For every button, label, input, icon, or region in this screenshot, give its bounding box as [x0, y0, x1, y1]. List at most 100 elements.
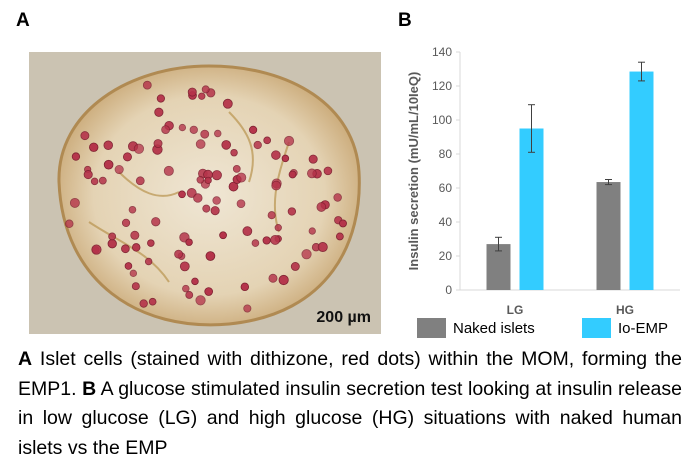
red-cell-dot [201, 85, 210, 94]
red-cell-dot [205, 251, 216, 261]
red-cell-dot [103, 159, 114, 170]
red-cell-dot [308, 227, 316, 235]
y-tick-label: 20 [439, 249, 453, 263]
red-cell-dot [139, 299, 148, 308]
red-cell-dot [90, 177, 99, 186]
red-cell-dot [317, 242, 328, 253]
red-cell-dot [196, 175, 205, 184]
red-cell-dot [242, 226, 253, 237]
red-cell-dot [204, 176, 212, 184]
y-tick-label: 120 [432, 79, 452, 93]
red-cell-dot [195, 139, 206, 149]
red-cell-dot [122, 152, 132, 162]
red-cell-dot [186, 188, 197, 198]
red-cell-dot [91, 244, 102, 255]
scale-bar-label: 200 µm [316, 309, 371, 326]
bar-io-emp-hg [629, 71, 654, 290]
red-cell-dot [131, 243, 141, 252]
red-cell-dot [163, 165, 174, 176]
red-cell-dot [263, 136, 271, 145]
red-cell-dot [178, 123, 187, 132]
red-cell-dot [271, 150, 281, 160]
y-tick-label: 100 [432, 113, 452, 127]
red-cell-dot [156, 94, 165, 103]
red-cell-dot [268, 273, 278, 283]
panel-b-label: B [398, 10, 412, 31]
red-cell-dots [65, 80, 347, 313]
red-cell-dot [243, 304, 252, 313]
red-cell-dot [222, 98, 233, 109]
red-cell-dot [174, 249, 183, 259]
x-tick-label: LG [507, 303, 524, 317]
bar-io-emp-lg [519, 128, 544, 290]
red-cell-dot [151, 217, 161, 227]
red-cell-dot [103, 140, 113, 151]
red-cell-dot [161, 125, 170, 135]
red-cell-dot [281, 154, 290, 163]
red-cell-dot [133, 143, 145, 154]
red-cell-dot [212, 196, 221, 205]
red-cell-dot [130, 230, 140, 240]
legend-naked-islets: Naked islets [417, 318, 535, 338]
red-cell-dot [278, 274, 289, 286]
y-tick-label: 0 [445, 283, 452, 297]
red-cell-dot [251, 239, 260, 247]
red-cell-dot [80, 131, 90, 141]
figure-caption: A Islet cells (stained with dithizone, r… [18, 345, 682, 463]
red-cell-dot [107, 239, 117, 249]
red-cell-dot [308, 154, 318, 164]
y-tick-label: 80 [439, 147, 453, 161]
legend-swatch-naked [417, 318, 446, 338]
red-cell-dot [267, 211, 276, 220]
y-tick-label: 140 [432, 45, 452, 59]
red-cell-dot [195, 295, 206, 306]
red-cell-dot [262, 236, 271, 245]
red-cell-dot [142, 80, 152, 90]
red-cell-dot [290, 262, 300, 271]
red-cell-dot [221, 140, 232, 150]
red-cell-dot [129, 269, 138, 277]
red-cell-dot [210, 206, 220, 216]
red-cell-dot [333, 193, 342, 202]
red-cell-dot [131, 282, 140, 291]
caption-a-text: Islet cells (stained with dithizone, red… [18, 348, 682, 400]
red-cell-dot [193, 193, 203, 203]
y-tick-label: 60 [439, 181, 453, 195]
red-cell-dot [301, 249, 312, 260]
bar-naked-islets-hg [596, 182, 621, 290]
red-cell-dot [316, 202, 327, 212]
red-cell-dot [179, 261, 190, 272]
red-cell-dot [185, 291, 194, 299]
red-cell-dot [135, 176, 145, 186]
red-cell-dot [200, 129, 210, 139]
red-cell-dot [189, 125, 198, 134]
red-cell-dot [178, 190, 186, 199]
red-cell-dot [249, 125, 258, 134]
red-cell-dot [236, 172, 247, 183]
red-cell-dot [98, 176, 107, 185]
red-cell-dot [338, 219, 347, 228]
red-cell-dot [253, 140, 262, 150]
y-tick-label: 40 [439, 215, 453, 229]
red-cell-dot [219, 231, 227, 240]
bar-naked-islets-lg [486, 244, 511, 290]
red-cell-dot [335, 232, 344, 241]
red-cell-dot [271, 180, 282, 191]
red-cell-dot [65, 219, 74, 229]
red-cell-dot [283, 135, 295, 147]
red-cell-dot [270, 234, 281, 245]
red-cell-dot [124, 262, 133, 270]
red-cell-dot [204, 287, 214, 296]
chart-svg: 0 20 40 60 80 100 120 140 Insulin secretion (mU/… [406, 45, 680, 317]
red-cell-dot [148, 297, 157, 306]
islet-body [57, 64, 361, 327]
red-cell-dot [287, 207, 297, 216]
caption-b-text: A glucose stimulated insulin secretion t… [18, 377, 682, 459]
red-cell-dot [202, 204, 211, 213]
legend-io-emp: Io-EMP [582, 318, 668, 338]
red-cell-dot [121, 244, 130, 254]
red-cell-dot [69, 197, 80, 208]
red-cell-dot [83, 170, 93, 180]
micrograph-image [29, 52, 381, 334]
red-cell-dot [144, 257, 153, 266]
